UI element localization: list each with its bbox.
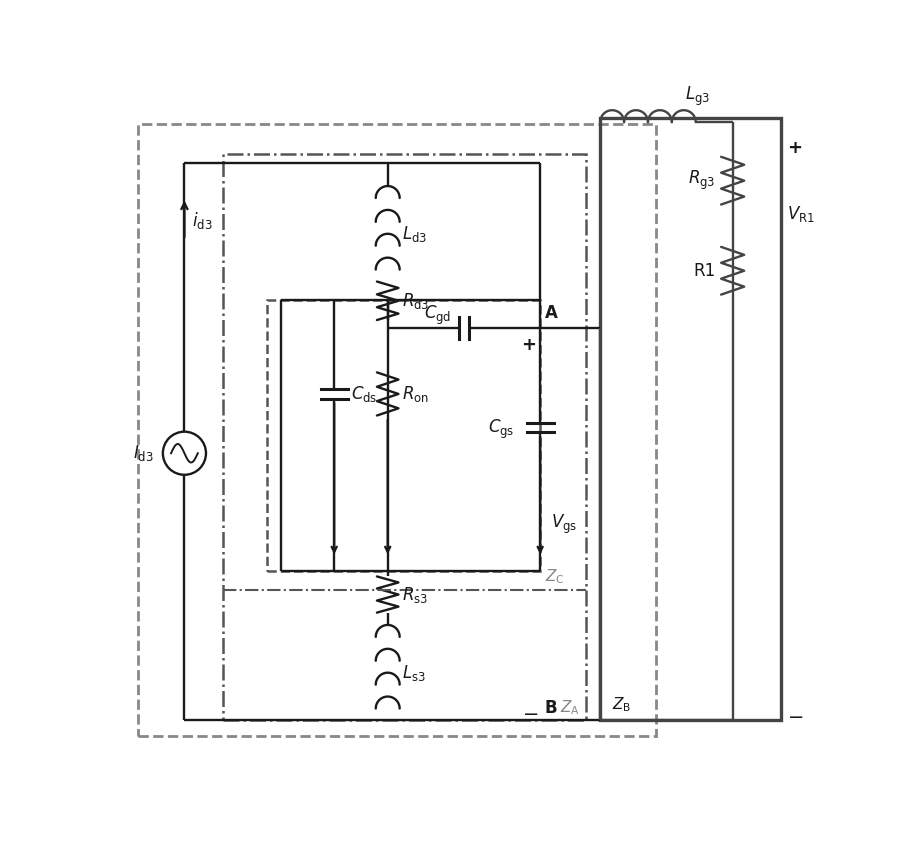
Text: $C_{\rm ds}$: $C_{\rm ds}$ — [351, 384, 378, 404]
Text: $Z_{\rm C}$: $Z_{\rm C}$ — [544, 568, 565, 586]
Text: $V_{\rm gs}$: $V_{\rm gs}$ — [551, 512, 577, 535]
Text: $Z_{\rm B}$: $Z_{\rm B}$ — [612, 695, 631, 714]
Text: $-$: $-$ — [522, 703, 538, 722]
Text: $R_{\rm on}$: $R_{\rm on}$ — [402, 384, 428, 404]
Text: $L_{\rm s3}$: $L_{\rm s3}$ — [402, 663, 425, 683]
Text: $Z_{\rm A}$: $Z_{\rm A}$ — [560, 698, 580, 717]
Text: $-$: $-$ — [787, 706, 803, 725]
Text: $C_{\rm gd}$: $C_{\rm gd}$ — [424, 304, 451, 327]
Text: $R_{\rm s3}$: $R_{\rm s3}$ — [402, 585, 427, 604]
Text: A: A — [544, 304, 557, 322]
Bar — [600, 118, 781, 721]
Text: $i_{\rm d3}$: $i_{\rm d3}$ — [192, 210, 212, 231]
Text: $C_{\rm gs}$: $C_{\rm gs}$ — [488, 418, 514, 441]
Bar — [138, 123, 656, 736]
Text: $V_{\rm R1}$: $V_{\rm R1}$ — [787, 204, 815, 224]
Text: $R_{\rm d3}$: $R_{\rm d3}$ — [402, 291, 429, 311]
Text: $L_{\rm g3}$: $L_{\rm g3}$ — [685, 85, 711, 108]
Text: +: + — [787, 139, 802, 157]
Text: $L_{\rm d3}$: $L_{\rm d3}$ — [402, 224, 426, 243]
Text: +: + — [522, 335, 536, 354]
Text: R1: R1 — [694, 262, 716, 280]
Bar — [267, 300, 540, 571]
Text: B: B — [544, 700, 557, 717]
Text: $I_{\rm d3}$: $I_{\rm d3}$ — [133, 443, 154, 463]
Text: $R_{\rm g3}$: $R_{\rm g3}$ — [688, 169, 716, 192]
Bar — [223, 155, 587, 721]
